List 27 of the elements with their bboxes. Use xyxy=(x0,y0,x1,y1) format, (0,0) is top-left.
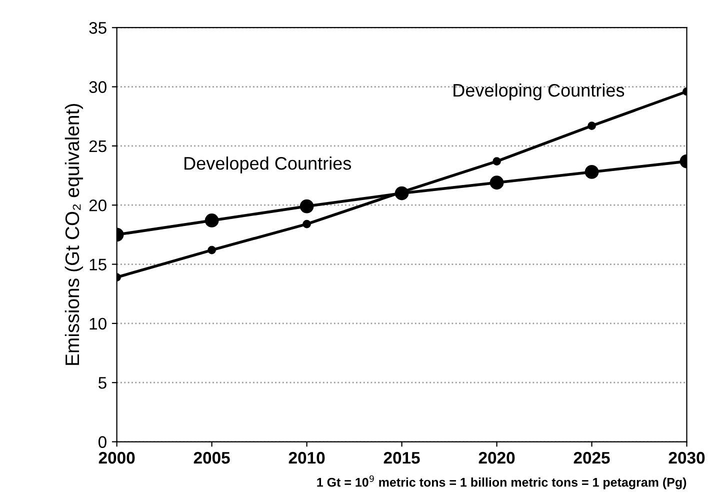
x-tick-label: 2020 xyxy=(478,452,515,464)
x-tick-label: 2010 xyxy=(288,452,325,464)
point xyxy=(490,176,504,190)
x-tick-label: 2000 xyxy=(98,452,135,464)
y-tick-label: 30 xyxy=(89,81,106,93)
y-tick-label: 15 xyxy=(90,258,106,270)
x-tick-label: 2005 xyxy=(194,452,230,464)
point xyxy=(300,199,314,214)
point xyxy=(492,157,501,166)
x-tick-label: 2025 xyxy=(574,452,610,464)
series-label: Developing Countries xyxy=(454,83,624,100)
y-tick-label: 10 xyxy=(90,318,106,330)
point xyxy=(208,246,216,254)
point xyxy=(204,214,219,228)
point xyxy=(584,165,599,179)
y-axis-title: Emissions (Gt CO₂ equivalent) xyxy=(64,104,84,365)
point xyxy=(588,122,596,130)
x-tick-label: 2015 xyxy=(384,452,420,464)
y-tick-label: 25 xyxy=(89,140,106,152)
x-tick-label: 2030 xyxy=(668,452,705,464)
point xyxy=(302,220,311,228)
y-tick-label: 20 xyxy=(89,200,106,212)
y-tick-label: 35 xyxy=(89,22,106,34)
y-tick-label: 5 xyxy=(98,377,106,389)
y-tick-label: 0 xyxy=(98,436,106,448)
text: 1 Gt = 10$^{9}$ metric tons = 1 billion metric tons = 1 petagram (Pg) xyxy=(317,475,686,490)
series-label: Developed Countries xyxy=(184,156,352,174)
